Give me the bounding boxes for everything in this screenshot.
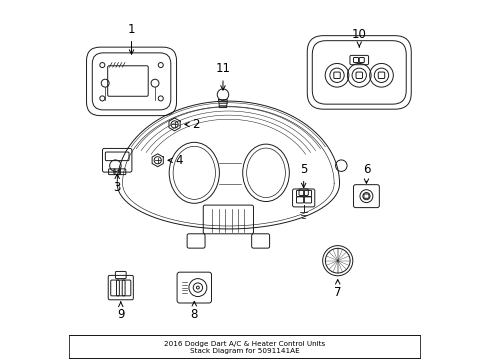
Ellipse shape bbox=[169, 142, 219, 203]
Text: 2: 2 bbox=[184, 118, 200, 131]
Text: 4: 4 bbox=[168, 154, 183, 167]
Ellipse shape bbox=[242, 144, 289, 202]
Text: 1: 1 bbox=[127, 23, 135, 54]
Text: 5: 5 bbox=[299, 163, 307, 188]
Text: 7: 7 bbox=[333, 280, 341, 300]
Text: 3: 3 bbox=[113, 174, 121, 194]
Text: 10: 10 bbox=[351, 28, 366, 47]
Text: 2016 Dodge Dart A/C & Heater Control Units
Stack Diagram for 5091141AE: 2016 Dodge Dart A/C & Heater Control Uni… bbox=[163, 341, 325, 354]
Text: 9: 9 bbox=[117, 302, 124, 321]
Text: 11: 11 bbox=[215, 62, 230, 90]
Bar bbox=[69, 335, 419, 357]
Text: 6: 6 bbox=[362, 163, 369, 183]
Text: 8: 8 bbox=[190, 302, 198, 321]
